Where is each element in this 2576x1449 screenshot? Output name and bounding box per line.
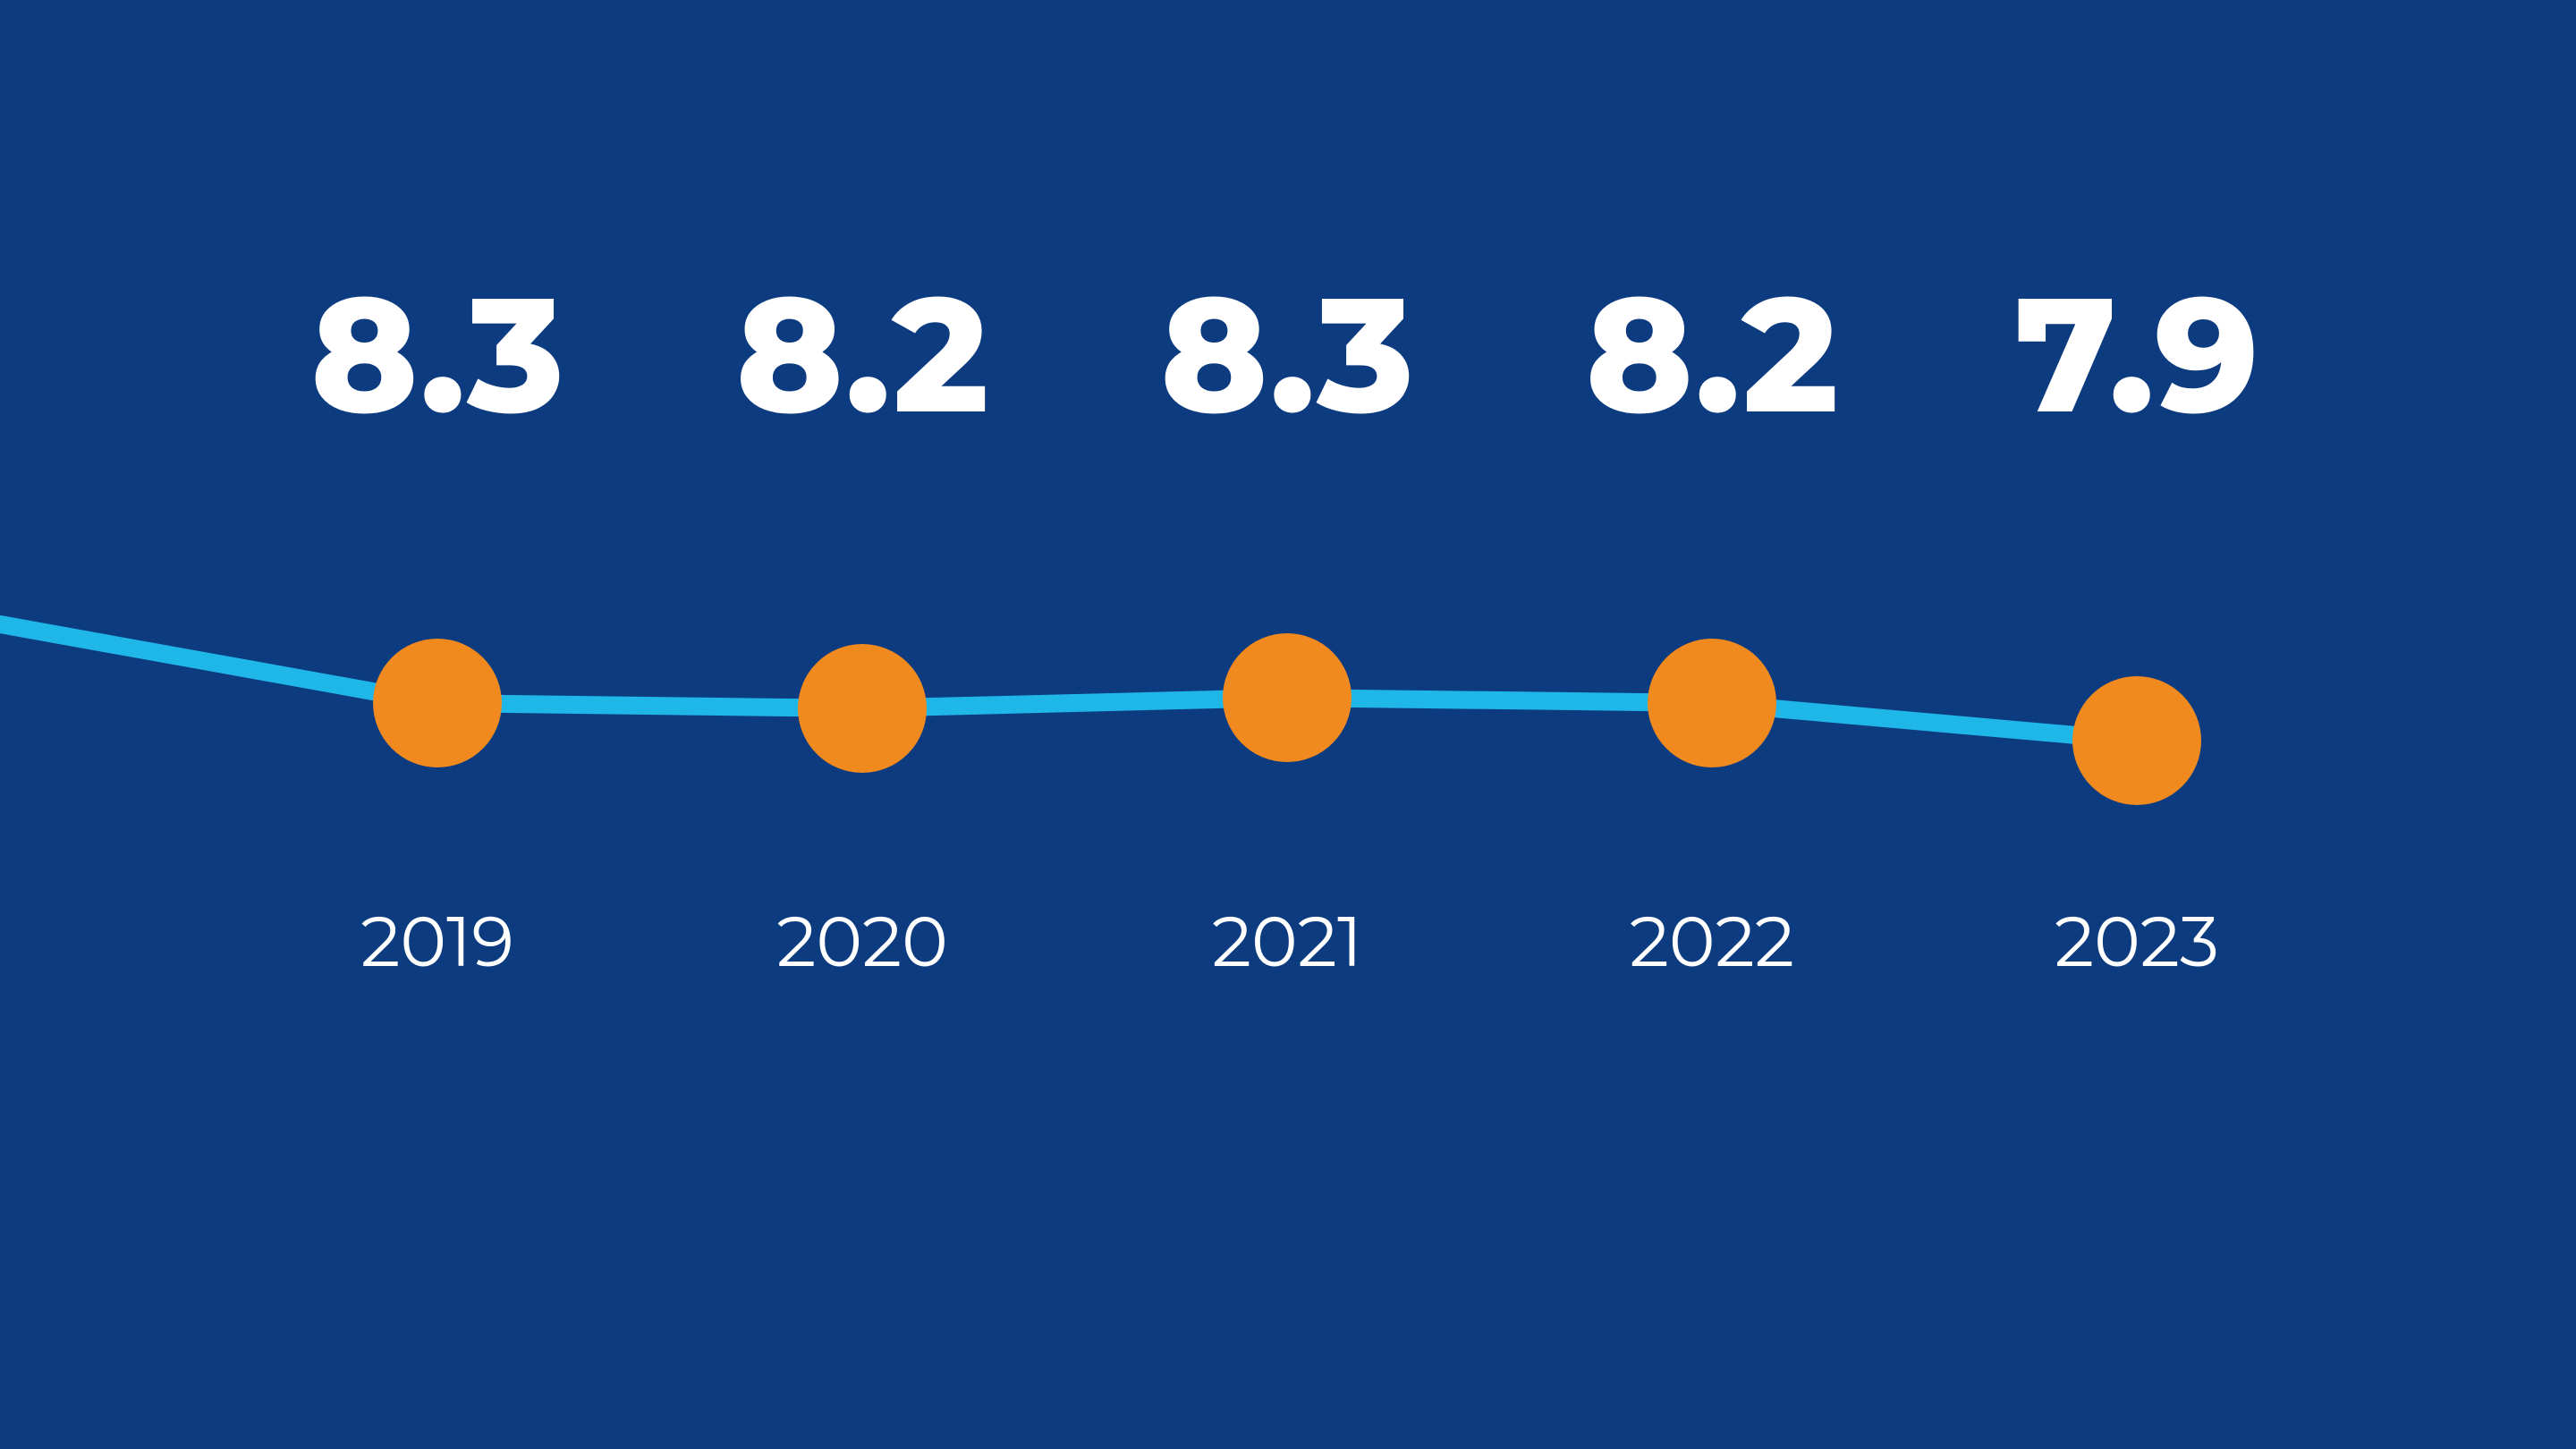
value-label: 8.3 bbox=[310, 257, 564, 453]
year-label: 2019 bbox=[360, 898, 513, 984]
value-label: 7.9 bbox=[2014, 257, 2258, 453]
data-marker bbox=[2072, 676, 2201, 805]
value-label: 8.2 bbox=[736, 257, 989, 453]
data-marker bbox=[1648, 639, 1776, 767]
data-marker bbox=[373, 639, 502, 767]
chart-svg: 8.3 2019 8.2 2020 8.3 2021 8.2 2022 7.9 2023 bbox=[0, 0, 2576, 1449]
year-label: 2021 bbox=[1212, 898, 1362, 984]
value-label: 8.2 bbox=[1586, 257, 1839, 453]
data-marker bbox=[1223, 633, 1352, 762]
year-label: 2022 bbox=[1630, 898, 1794, 984]
year-label: 2023 bbox=[2055, 898, 2219, 984]
data-marker bbox=[798, 644, 927, 773]
line-chart: 8.3 2019 8.2 2020 8.3 2021 8.2 2022 7.9 2023 bbox=[0, 0, 2576, 1449]
year-label: 2020 bbox=[776, 898, 948, 984]
value-label: 8.3 bbox=[1160, 257, 1414, 453]
